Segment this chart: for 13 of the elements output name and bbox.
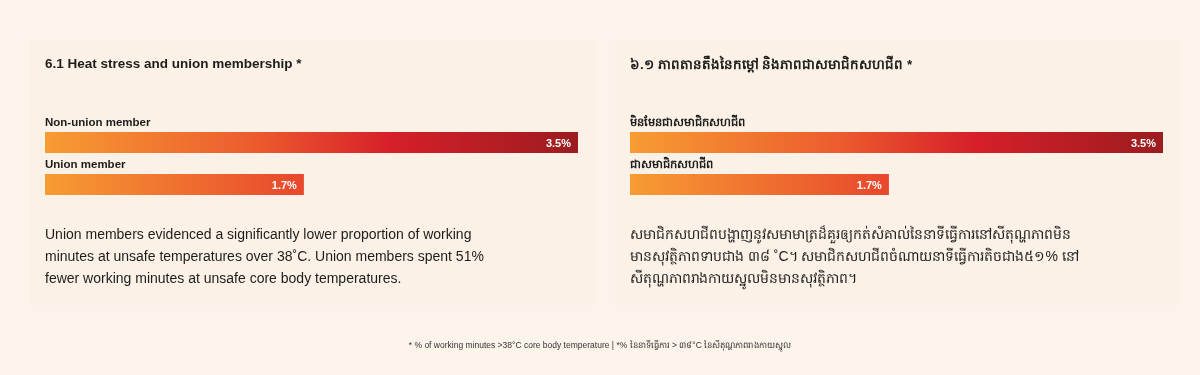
data-label: 1.7% [271, 178, 298, 191]
text: សមាជិកសហជីពបង្ហាញនូវសមាមាត្រដ៏គួរឲ្យកត់សំគាល់នៃនាទីធ្វើការនៅសីតុណ្ហភាពមិនមានសុវត្ថិភាពទាបជាង ៣៨ ˚C។ សមាជិកសហជីពចំណាយនាទីធ្វើការតិចជាង៥១% នៅសីតុណ្ហភាពរាងកាយស្នូលមិនមានសុវត្ថិភាព។ [630, 224, 1080, 289]
data-label: 1.7% [856, 178, 883, 191]
chart-title: 6.1 Heat stress and union membership * [45, 56, 302, 71]
y-tick-label: Union member [45, 158, 127, 170]
y-tick-label: ជាសមាជិកសហជីព [630, 156, 713, 170]
y-tick-label: Non-union member [45, 116, 151, 128]
data-label: 3.5% [1130, 136, 1157, 149]
y-tick-label: មិនមែនជាសមាជិកសហជីព [630, 114, 745, 128]
text: * % of working minutes >38°C core body temperature | *% នៃនាទីធ្វើការ > ៣៨°C នៃសីតុណ្ហភាពរាងកាយស្នូល [407, 340, 793, 352]
text: Union members evidenced a significantly lower proportion of working minutes at unsafe temperatures over 38˚C. Union members spent 51% fewer working minutes at unsafe core body temperatures. [45, 225, 485, 288]
chart-title: ៦.១ ភាពតានតឹងនៃកម្តៅ និងភាពជាសមាជិកសហជីព * [630, 56, 913, 75]
data-label: 3.5% [545, 136, 572, 149]
